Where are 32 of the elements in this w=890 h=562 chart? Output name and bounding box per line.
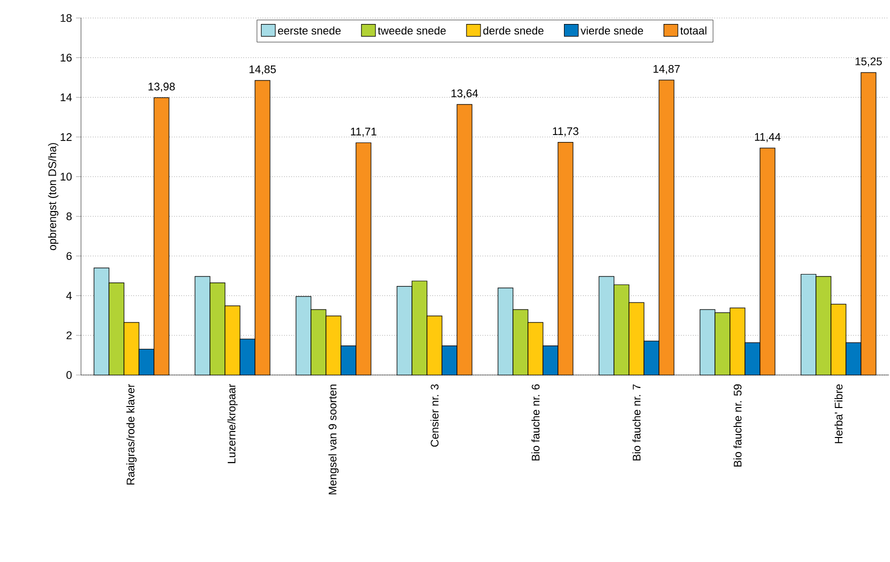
legend-label: eerste snede <box>278 26 341 35</box>
x-tick-label: Bio fauche nr. 59 <box>733 384 742 467</box>
data-label: 15,25 <box>856 57 882 67</box>
legend-label: tweede snede <box>378 26 446 35</box>
y-axis-title: opbrengst (ton DS/ha) <box>48 143 58 250</box>
x-tick-label: Bio fauche nr. 6 <box>531 384 540 460</box>
data-label: 11,71 <box>350 128 376 137</box>
y-tick-label: 0 <box>66 371 72 379</box>
data-label: 13,98 <box>148 82 175 92</box>
legend-label: vierde snede <box>580 26 644 35</box>
x-tick-label: Bio fauche nr. 7 <box>632 384 641 460</box>
y-tick-label: 6 <box>66 252 72 260</box>
data-label: 11,44 <box>754 133 781 142</box>
data-label: 14,87 <box>654 65 680 74</box>
y-tick-label: 12 <box>60 133 72 141</box>
data-label: 13,64 <box>452 89 478 98</box>
y-tick-label: 10 <box>60 172 72 181</box>
x-tick-label: Raaigras/rode klaver <box>126 384 137 484</box>
x-tick-label: Censier nr. 3 <box>430 384 439 447</box>
legend-label: derde snede <box>483 26 544 35</box>
y-tick-label: 4 <box>66 292 72 300</box>
x-tick-label: Luzerne/kropaar <box>227 384 238 464</box>
data-label: 11,73 <box>552 127 578 136</box>
legend-label: totaal <box>680 26 706 35</box>
x-tick-label: Mengsel van 9 soorten <box>328 384 339 494</box>
y-tick-label: 8 <box>66 212 72 220</box>
data-label: 14,85 <box>250 65 276 75</box>
y-tick-label: 2 <box>66 331 72 340</box>
y-tick-label: 18 <box>60 14 72 22</box>
y-tick-label: 16 <box>60 54 72 62</box>
y-tick-label: 14 <box>60 94 72 102</box>
x-tick-label: Herba' Fibre <box>834 384 843 444</box>
